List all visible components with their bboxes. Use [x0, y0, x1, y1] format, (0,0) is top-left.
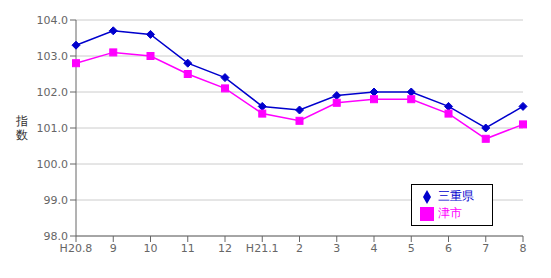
html-text:津市: 津市 — [438, 206, 462, 220]
svg-text:102.0: 102.0 — [37, 86, 69, 99]
svg-text:101.0: 101.0 — [37, 122, 69, 135]
svg-text:7: 7 — [482, 242, 489, 255]
svg-text:103.0: 103.0 — [37, 50, 69, 63]
svg-text:8: 8 — [520, 242, 527, 255]
svg-text:H20.8: H20.8 — [60, 242, 93, 255]
svg-text:3: 3 — [333, 242, 340, 255]
svg-text:2: 2 — [296, 242, 303, 255]
svg-text:9: 9 — [110, 242, 117, 255]
svg-text:12: 12 — [218, 242, 232, 255]
svg-text:指数: 指数 — [15, 114, 28, 142]
svg-text:104.0: 104.0 — [37, 14, 69, 27]
svg-text:99.0: 99.0 — [44, 194, 69, 207]
svg-text:6: 6 — [445, 242, 452, 255]
html-text:三重県: 三重県 — [438, 189, 474, 203]
svg-text:5: 5 — [408, 242, 415, 255]
svg-text:4: 4 — [371, 242, 378, 255]
svg-text:98.0: 98.0 — [44, 230, 69, 243]
svg-text:10: 10 — [144, 242, 158, 255]
svg-text:H21.1: H21.1 — [246, 242, 279, 255]
svg-text:100.0: 100.0 — [37, 158, 69, 171]
svg-text:11: 11 — [181, 242, 195, 255]
